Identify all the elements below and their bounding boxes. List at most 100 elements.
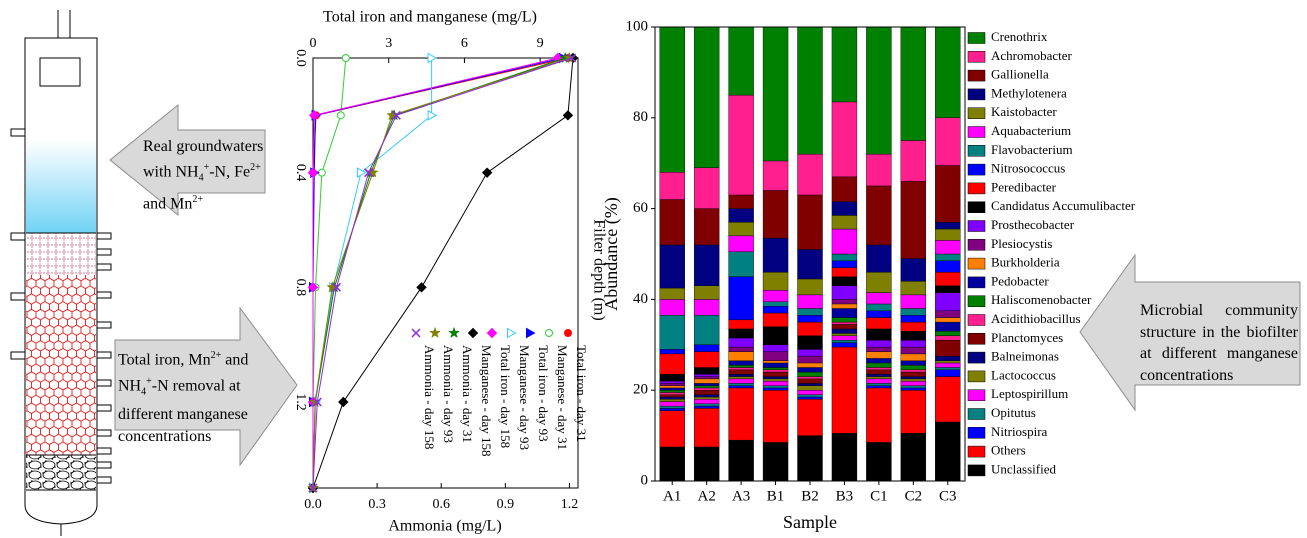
bar-segment [693,399,720,405]
legend-swatch [967,370,986,383]
y-tick-label: 40 [633,291,648,307]
bar-segment [866,367,892,370]
bar-segment [866,26,892,155]
bar-segment [762,362,789,368]
point [308,483,318,493]
point [427,52,438,64]
bar-segment [935,26,961,119]
y-tick-label: 1.2 [293,393,308,411]
bar-segment [693,208,720,246]
legend-swatch [967,427,986,439]
legend-label: Balneimonas [991,349,1059,364]
legend-marker [429,326,441,339]
legend-label: Haliscomenobacter [991,292,1092,307]
port [10,351,26,360]
bar-segment [728,94,754,196]
caption-sup: + [203,162,210,173]
point [364,168,374,178]
port [96,447,112,455]
bar-segment [900,258,927,282]
caption-sup: 2+ [192,193,203,205]
bar-segment [728,26,754,96]
bar-segment [728,337,754,348]
bar-segment [762,160,789,191]
bar-segment [762,380,789,386]
bar-segment [866,387,892,443]
bar-segment [866,374,892,377]
legend-label: Plesiocystis [991,236,1052,251]
bar-segment [728,360,754,366]
bar-segment [762,442,789,482]
point [427,109,438,121]
bar-segment [900,365,927,370]
x2-tick-label: 0 [310,36,317,51]
legend-label: Total iron - day 31 [574,345,589,442]
bar-segment [728,222,754,237]
legend-label: Leptospirillum [991,386,1068,401]
bar-segment [935,222,961,230]
legend-swatch [967,107,986,119]
caption-text: with NH [143,163,199,181]
legend-label: Nitriospira [991,424,1048,439]
community-arrow [1079,253,1301,412]
bar-segment [762,306,789,314]
bar-segment [693,285,720,300]
bar-segment [797,278,823,296]
legend-label: Opitutus [991,405,1036,420]
legend-label: Manganese - day 93 [517,345,532,450]
bar-segment [797,249,823,280]
legend-label: Total iron - day 158 [498,345,513,448]
bar-segment [797,153,823,196]
legend-swatch [967,145,986,157]
bar-segment [831,433,858,482]
bar-segment [693,390,720,395]
bar-segment [900,315,927,323]
bar-segment [866,362,892,368]
bar-segment [866,351,892,359]
legend-marker [486,327,498,339]
legend-label: Gallionella [991,67,1049,82]
bar-segment [659,410,685,448]
bar-segment [831,260,858,268]
bar-segment [797,355,823,364]
bar-segment [693,405,720,409]
series-line [312,57,572,489]
bar-segment [762,190,789,239]
bar-segment [762,360,789,364]
y-axis-title: Abundance (%) [601,197,622,310]
legend-swatch [967,69,986,82]
caption-text: concentrations [118,427,212,445]
bar-segment [831,333,858,336]
x-tick-label: 0.0 [304,497,322,512]
legend-swatch [967,257,986,270]
legend-label: Unclassified [991,461,1056,476]
bar-segment [659,405,685,409]
bar-segment [728,376,754,380]
bar-segment [693,403,720,407]
legend-swatch [967,88,986,101]
bar-segment [659,408,685,411]
bar-segment [762,387,789,391]
bar-segment [831,342,858,348]
point [562,110,574,121]
bar-segment [693,408,720,448]
bar-segment [900,181,927,259]
bar-segment [762,26,789,162]
bar-segment [728,385,754,389]
bar-segment [728,367,754,370]
bar-segment [900,385,927,389]
bar-segment [797,385,823,391]
series-line [312,57,558,488]
bar-segment [728,319,754,330]
bar-segment [728,328,754,339]
legend-marker [564,329,572,337]
legend-label: Achromobacter [991,48,1073,63]
bar-segment [900,360,927,366]
bar-segment [762,371,789,377]
bar-segment [659,349,685,355]
column [24,37,98,525]
bar-segment [866,292,892,305]
bar-segment [935,253,961,262]
community-caption: Microbial community structure in the bio… [1140,300,1298,386]
caption-text: at different manganese [1140,345,1298,362]
